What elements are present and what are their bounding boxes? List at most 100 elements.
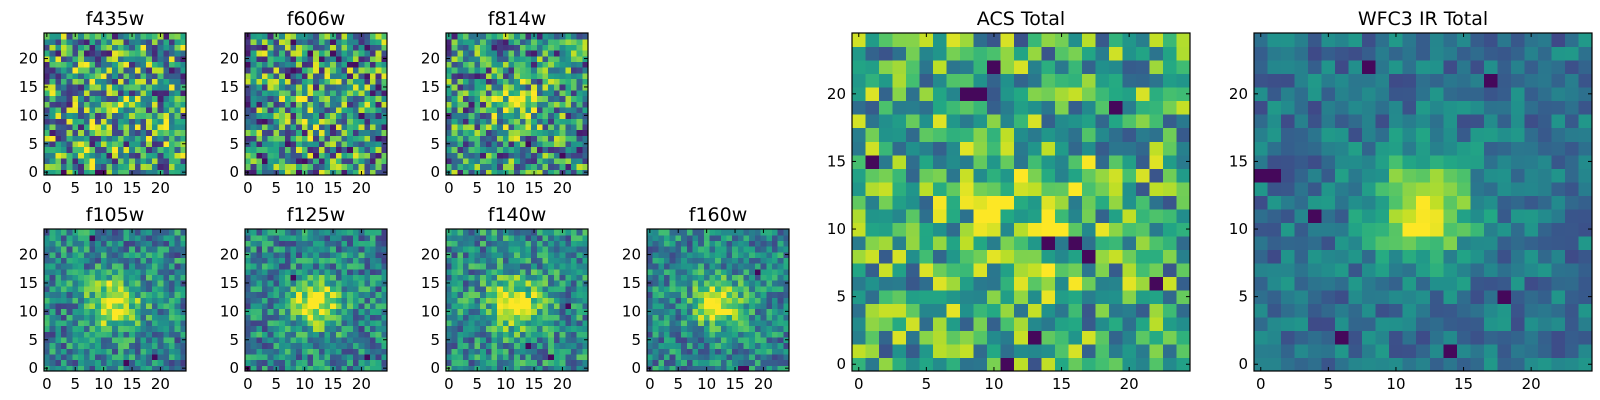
heatmap-cell: [576, 246, 583, 253]
heatmap-cell: [296, 246, 303, 253]
heatmap-cell: [157, 95, 164, 102]
heatmap-cell: [279, 314, 286, 321]
heatmap-cell: [1149, 235, 1164, 250]
heatmap-cell: [474, 140, 481, 148]
heatmap-cell: [865, 303, 880, 318]
heatmap-cell: [514, 135, 521, 142]
heatmap-cell: [480, 78, 487, 85]
heatmap-cell: [129, 348, 136, 355]
heatmap-cell: [451, 152, 458, 159]
heatmap-cell: [553, 72, 561, 80]
heatmap-cell: [375, 118, 382, 125]
heatmap-cell: [726, 257, 733, 264]
heatmap-cell: [474, 280, 481, 287]
heatmap-cell: [664, 297, 671, 304]
heatmap-cell: [508, 146, 515, 153]
heatmap-cell: [168, 308, 176, 315]
heatmap-cell: [474, 157, 481, 165]
heatmap-cell: [987, 154, 1002, 169]
heatmap-cell: [256, 163, 263, 170]
heatmap-cell: [582, 314, 589, 321]
heatmap-cell: [151, 61, 159, 68]
heatmap-cell: [330, 302, 337, 310]
heatmap-cell: [55, 331, 62, 338]
heatmap-cell: [168, 365, 176, 372]
heatmap-cell: [570, 331, 578, 338]
heatmap-cell: [576, 152, 583, 159]
heatmap-cell: [151, 157, 159, 165]
heatmap-cell: [95, 38, 102, 45]
heatmap-cell: [335, 101, 343, 108]
heatmap-cell: [140, 285, 147, 293]
heatmap-cell: [381, 359, 388, 366]
heatmap-cell: [960, 235, 975, 250]
heatmap-cell: [117, 336, 125, 344]
heatmap-cell: [548, 314, 555, 321]
heatmap-cell: [502, 152, 510, 159]
heatmap-cell: [313, 359, 320, 366]
heatmap-cell: [531, 55, 538, 62]
heatmap-cell: [245, 348, 252, 355]
heatmap-cell: [519, 297, 527, 304]
heatmap-cell: [174, 291, 181, 298]
heatmap-cell: [279, 157, 286, 165]
heatmap-cell: [720, 297, 728, 304]
heatmap-cell: [565, 152, 572, 159]
y-tick-label: 15: [19, 274, 38, 292]
heatmap-cell: [525, 302, 532, 310]
heatmap-cell: [502, 325, 510, 332]
heatmap-cell: [474, 118, 481, 125]
heatmap-cell: [497, 157, 504, 165]
heatmap-cell: [112, 157, 119, 165]
heatmap-cell: [324, 359, 331, 366]
heatmap-cell: [100, 263, 108, 270]
heatmap-cell: [1081, 181, 1096, 196]
heatmap-cell: [61, 61, 68, 68]
heatmap-cell: [743, 348, 750, 355]
heatmap-cell: [1135, 343, 1151, 359]
heatmap-cell: [451, 129, 458, 136]
heatmap-cell: [1081, 208, 1096, 223]
heatmap-cell: [100, 348, 108, 355]
heatmap-cell: [457, 38, 464, 45]
heatmap-cell: [652, 246, 659, 253]
heatmap-cell: [318, 348, 326, 355]
y-tick-label: 20: [19, 246, 38, 264]
heatmap-cell: [553, 55, 561, 62]
heatmap-cell: [358, 274, 365, 281]
heatmap-cell: [906, 303, 921, 318]
heatmap-cell: [497, 152, 504, 159]
heatmap-cell: [341, 72, 348, 80]
heatmap-cell: [525, 314, 532, 321]
heatmap-cell: [531, 152, 538, 159]
heatmap-cell: [318, 246, 326, 253]
heatmap-cell: [123, 140, 130, 148]
heatmap-cell: [463, 274, 470, 281]
heatmap-cell: [180, 135, 187, 142]
heatmap-cell: [502, 268, 510, 276]
heatmap-cell: [324, 157, 331, 165]
heatmap-cell: [531, 146, 538, 153]
heatmap-cell: [369, 285, 377, 293]
heatmap-cell: [273, 302, 280, 310]
heatmap-cell: [446, 274, 453, 281]
heatmap-cell: [559, 129, 566, 136]
heatmap-cell: [485, 342, 493, 349]
heatmap-cell: [474, 246, 481, 253]
heatmap-cell: [95, 302, 102, 310]
heatmap-cell: [117, 163, 125, 170]
heatmap-cell: [525, 353, 532, 361]
heatmap-cell: [1176, 289, 1191, 304]
heatmap-cell: [267, 336, 274, 344]
heatmap-cell: [664, 308, 671, 315]
heatmap-cell: [508, 129, 515, 136]
heatmap-cell: [174, 274, 181, 281]
heatmap-cell: [55, 135, 62, 142]
heatmap-cell: [1108, 181, 1123, 196]
heatmap-cell: [865, 249, 880, 264]
heatmap-cell: [358, 112, 365, 119]
heatmap-cell: [117, 101, 125, 108]
heatmap-cell: [502, 72, 510, 80]
heatmap-cell: [49, 325, 56, 332]
heatmap-cell: [72, 359, 79, 366]
